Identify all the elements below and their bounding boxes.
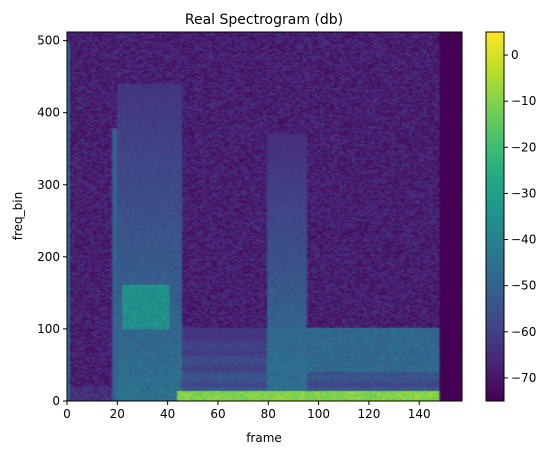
colorbar-tick-label: −30 (511, 186, 536, 200)
x-tick-label: 60 (210, 407, 225, 421)
y-tick-label: 200 (37, 250, 60, 264)
x-tick-label: 0 (63, 407, 71, 421)
colorbar-tick-label: −60 (511, 325, 536, 339)
x-axis: 0 20 40 60 80 100 120 140 (63, 401, 431, 421)
y-tick-label: 0 (52, 394, 60, 408)
y-tick-label: 500 (37, 34, 60, 48)
plot-frame (66, 31, 463, 402)
y-tick-label: 300 (37, 178, 60, 192)
colorbar-tick-label: −10 (511, 94, 536, 108)
y-axis: 0 100 200 300 400 500 (37, 34, 67, 408)
colorbar-tick-label: −70 (511, 371, 536, 385)
x-tick-label: 20 (110, 407, 125, 421)
x-tick-label: 100 (307, 407, 330, 421)
colorbar-tick-label: 0 (511, 48, 519, 62)
y-tick-label: 100 (37, 322, 60, 336)
x-tick-label: 80 (261, 407, 276, 421)
x-axis-label: frame (246, 431, 282, 445)
heatmap-image (67, 32, 462, 401)
colorbar-axis: 0 −10 −20 −30 −40 −50 −60 −70 (504, 48, 536, 385)
colorbar (485, 31, 505, 402)
x-tick-label: 140 (408, 407, 431, 421)
colorbar-tick-label: −20 (511, 140, 536, 154)
chart-title: Real Spectrogram (db) (185, 12, 343, 28)
colorbar-tick-label: −50 (511, 279, 536, 293)
x-tick-label: 40 (160, 407, 175, 421)
y-axis-label: freq_bin (11, 192, 25, 240)
y-tick-label: 400 (37, 106, 60, 120)
colorbar-tick-label: −40 (511, 233, 536, 247)
x-tick-label: 120 (357, 407, 380, 421)
heatmap (67, 32, 462, 401)
